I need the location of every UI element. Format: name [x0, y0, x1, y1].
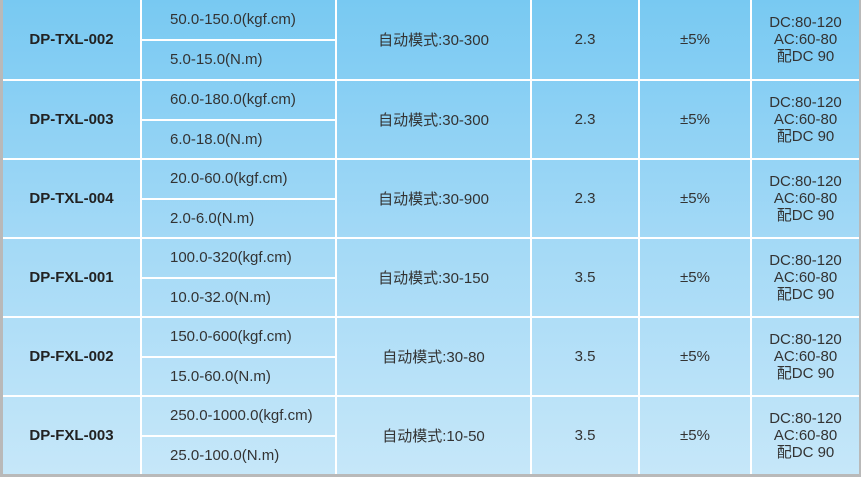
range-kgf: 20.0-60.0(kgf.cm)	[170, 170, 288, 188]
power-cell: DC:80-120 AC:60-80 配DC 90	[750, 81, 859, 158]
power-line: DC:80-120	[769, 331, 842, 348]
range-cell: 150.0-600(kgf.cm) 15.0-60.0(N.m)	[140, 318, 335, 395]
range-cell: 250.0-1000.0(kgf.cm) 25.0-100.0(N.m)	[140, 397, 335, 474]
power-cell: DC:80-120 AC:60-80 配DC 90	[750, 160, 859, 237]
accuracy-cell: ±5%	[638, 318, 750, 395]
power-cell: DC:80-120 AC:60-80 配DC 90	[750, 318, 859, 395]
power-cell: DC:80-120 AC:60-80 配DC 90	[750, 0, 859, 79]
power-cell: DC:80-120 AC:60-80 配DC 90	[750, 397, 859, 474]
model-cell: DP-FXL-002	[29, 348, 114, 365]
accuracy-cell: ±5%	[638, 397, 750, 474]
value-cell: 2.3	[530, 0, 638, 79]
range-kgf: 60.0-180.0(kgf.cm)	[170, 91, 296, 109]
power-cell: DC:80-120 AC:60-80 配DC 90	[750, 239, 859, 316]
range-nm: 2.0-6.0(N.m)	[142, 197, 335, 238]
mode-cell: 自动模式:30-150	[335, 239, 530, 316]
power-line: DC:80-120	[769, 252, 842, 269]
accuracy-cell: ±5%	[638, 239, 750, 316]
value-cell: 2.3	[530, 81, 638, 158]
table-row: DP-FXL-002 150.0-600(kgf.cm) 15.0-60.0(N…	[3, 316, 859, 395]
value-cell: 2.3	[530, 160, 638, 237]
range-nm: 10.0-32.0(N.m)	[142, 276, 335, 317]
model-cell: DP-TXL-004	[29, 190, 114, 207]
table-row: DP-FXL-001 100.0-320(kgf.cm) 10.0-32.0(N…	[3, 237, 859, 316]
range-cell: 60.0-180.0(kgf.cm) 6.0-18.0(N.m)	[140, 81, 335, 158]
power-line: 配DC 90	[776, 444, 835, 461]
power-line: DC:80-120	[769, 14, 842, 31]
model-cell: DP-TXL-003	[29, 111, 114, 128]
range-nm: 15.0-60.0(N.m)	[142, 355, 335, 396]
range-nm: 25.0-100.0(N.m)	[142, 434, 335, 475]
spec-table: DP-TXL-002 50.0-150.0(kgf.cm) 5.0-15.0(N…	[3, 0, 859, 474]
mode-cell: 自动模式:10-50	[335, 397, 530, 474]
power-line: DC:80-120	[769, 173, 842, 190]
table-row: DP-TXL-003 60.0-180.0(kgf.cm) 6.0-18.0(N…	[3, 79, 859, 158]
table-row: DP-FXL-003 250.0-1000.0(kgf.cm) 25.0-100…	[3, 395, 859, 474]
power-line: DC:80-120	[769, 410, 842, 427]
power-line: AC:60-80	[773, 190, 838, 207]
mode-cell: 自动模式:30-300	[335, 0, 530, 79]
power-line: AC:60-80	[773, 31, 838, 48]
power-line: 配DC 90	[776, 207, 835, 224]
power-line: AC:60-80	[773, 269, 838, 286]
power-line: DC:80-120	[769, 94, 842, 111]
accuracy-cell: ±5%	[638, 160, 750, 237]
accuracy-cell: ±5%	[638, 0, 750, 79]
power-line: AC:60-80	[773, 427, 838, 444]
model-cell: DP-FXL-001	[29, 269, 114, 286]
power-line: AC:60-80	[773, 348, 838, 365]
value-cell: 3.5	[530, 397, 638, 474]
range-kgf: 250.0-1000.0(kgf.cm)	[170, 407, 313, 425]
range-kgf: 100.0-320(kgf.cm)	[170, 249, 292, 267]
range-nm: 6.0-18.0(N.m)	[142, 118, 335, 159]
power-line: 配DC 90	[776, 365, 835, 382]
table-row: DP-TXL-004 20.0-60.0(kgf.cm) 2.0-6.0(N.m…	[3, 158, 859, 237]
range-cell: 20.0-60.0(kgf.cm) 2.0-6.0(N.m)	[140, 160, 335, 237]
range-nm: 5.0-15.0(N.m)	[142, 38, 335, 80]
model-cell: DP-FXL-003	[29, 427, 114, 444]
range-cell: 100.0-320(kgf.cm) 10.0-32.0(N.m)	[140, 239, 335, 316]
power-line: 配DC 90	[776, 48, 835, 65]
model-cell: DP-TXL-002	[29, 31, 114, 48]
power-line: 配DC 90	[776, 128, 835, 145]
power-line: AC:60-80	[773, 111, 838, 128]
table-row: DP-TXL-002 50.0-150.0(kgf.cm) 5.0-15.0(N…	[3, 0, 859, 79]
mode-cell: 自动模式:30-80	[335, 318, 530, 395]
accuracy-cell: ±5%	[638, 81, 750, 158]
range-kgf: 150.0-600(kgf.cm)	[170, 328, 292, 346]
range-kgf: 50.0-150.0(kgf.cm)	[170, 10, 296, 28]
range-cell: 50.0-150.0(kgf.cm) 5.0-15.0(N.m)	[140, 0, 335, 79]
mode-cell: 自动模式:30-300	[335, 81, 530, 158]
value-cell: 3.5	[530, 318, 638, 395]
power-line: 配DC 90	[776, 286, 835, 303]
value-cell: 3.5	[530, 239, 638, 316]
mode-cell: 自动模式:30-900	[335, 160, 530, 237]
